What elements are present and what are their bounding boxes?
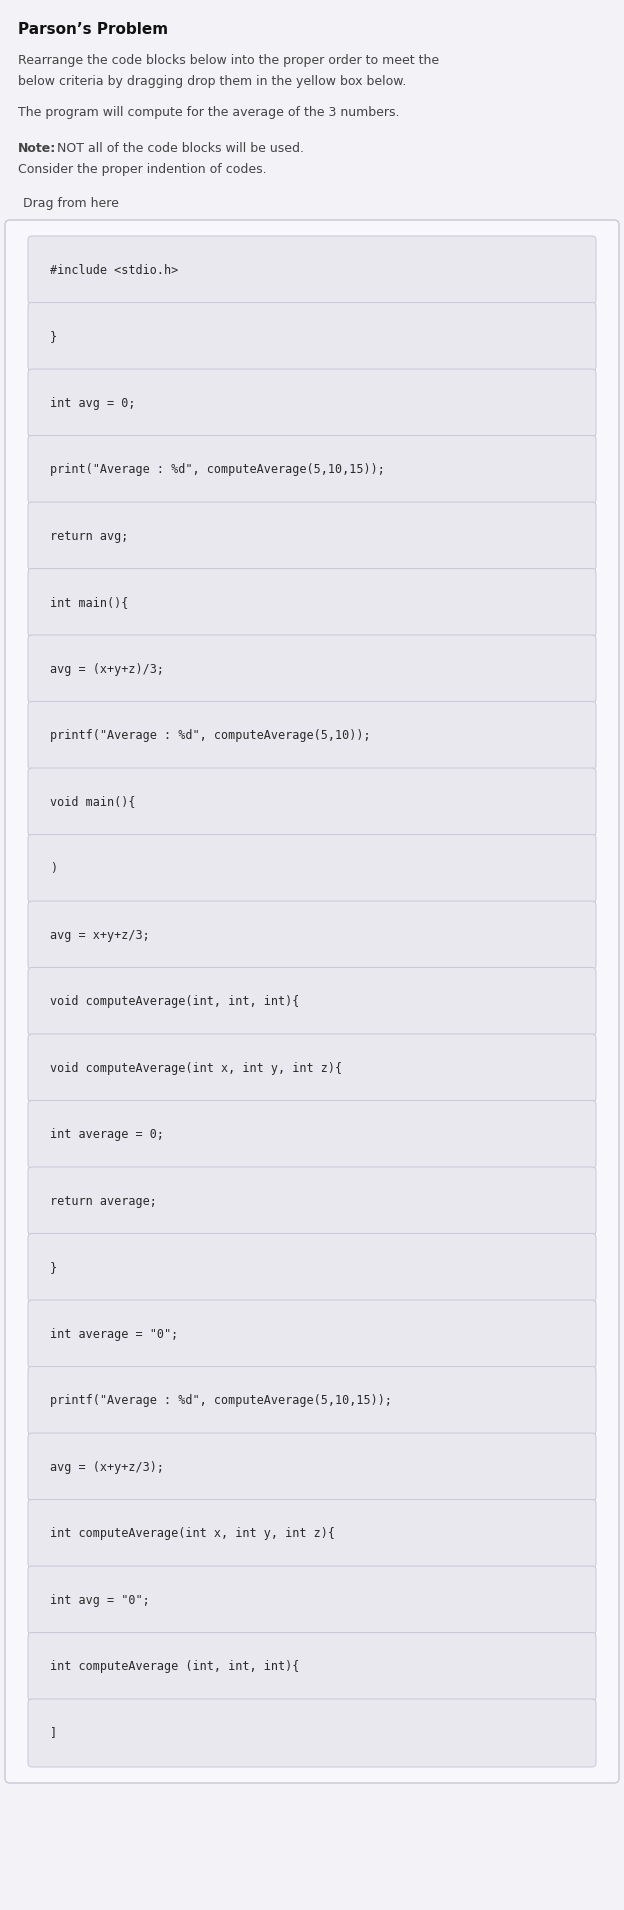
Text: printf("Average : %d", computeAverage(5,10));: printf("Average : %d", computeAverage(5,… — [50, 730, 371, 741]
Text: avg = x+y+z/3;: avg = x+y+z/3; — [50, 928, 150, 942]
Text: int computeAverage (int, int, int){: int computeAverage (int, int, int){ — [50, 1660, 300, 1673]
FancyBboxPatch shape — [28, 302, 596, 371]
Text: int avg = 0;: int avg = 0; — [50, 397, 135, 409]
FancyBboxPatch shape — [28, 1499, 596, 1568]
FancyBboxPatch shape — [28, 1366, 596, 1434]
FancyBboxPatch shape — [28, 768, 596, 837]
Text: int avg = "0";: int avg = "0"; — [50, 1593, 150, 1606]
FancyBboxPatch shape — [28, 968, 596, 1035]
Text: ]: ] — [50, 1727, 57, 1740]
FancyBboxPatch shape — [5, 220, 619, 1784]
Text: void main(){: void main(){ — [50, 795, 135, 808]
FancyBboxPatch shape — [28, 701, 596, 770]
FancyBboxPatch shape — [28, 1100, 596, 1169]
Text: }: } — [50, 330, 57, 344]
Text: int average = 0;: int average = 0; — [50, 1129, 164, 1140]
FancyBboxPatch shape — [28, 502, 596, 569]
FancyBboxPatch shape — [28, 369, 596, 437]
FancyBboxPatch shape — [28, 237, 596, 304]
Text: return avg;: return avg; — [50, 529, 129, 542]
FancyBboxPatch shape — [28, 1633, 596, 1700]
FancyBboxPatch shape — [28, 1033, 596, 1102]
Text: The program will compute for the average of the 3 numbers.: The program will compute for the average… — [18, 105, 399, 118]
Text: avg = (x+y+z)/3;: avg = (x+y+z)/3; — [50, 663, 164, 676]
FancyBboxPatch shape — [28, 1301, 596, 1368]
Text: }: } — [50, 1261, 57, 1274]
FancyBboxPatch shape — [28, 1432, 596, 1501]
Text: printf("Average : %d", computeAverage(5,10,15));: printf("Average : %d", computeAverage(5,… — [50, 1394, 392, 1408]
Text: int computeAverage(int x, int y, int z){: int computeAverage(int x, int y, int z){ — [50, 1526, 335, 1539]
FancyBboxPatch shape — [28, 569, 596, 636]
Text: return average;: return average; — [50, 1194, 157, 1207]
Text: Rearrange the code blocks below into the proper order to meet the: Rearrange the code blocks below into the… — [18, 53, 439, 67]
Text: NOT all of the code blocks will be used.: NOT all of the code blocks will be used. — [53, 141, 304, 155]
Text: avg = (x+y+z/3);: avg = (x+y+z/3); — [50, 1461, 164, 1473]
Text: ): ) — [50, 861, 57, 875]
Text: int main(){: int main(){ — [50, 596, 129, 609]
Text: Consider the proper indention of codes.: Consider the proper indention of codes. — [18, 162, 266, 176]
FancyBboxPatch shape — [28, 1700, 596, 1767]
FancyBboxPatch shape — [28, 1167, 596, 1236]
FancyBboxPatch shape — [28, 634, 596, 703]
Text: void computeAverage(int x, int y, int z){: void computeAverage(int x, int y, int z)… — [50, 1062, 342, 1075]
Text: #include <stdio.h>: #include <stdio.h> — [50, 264, 178, 277]
Text: Note:: Note: — [18, 141, 56, 155]
FancyBboxPatch shape — [28, 835, 596, 903]
FancyBboxPatch shape — [28, 435, 596, 504]
FancyBboxPatch shape — [28, 902, 596, 968]
Text: int average = "0";: int average = "0"; — [50, 1327, 178, 1341]
Text: void computeAverage(int, int, int){: void computeAverage(int, int, int){ — [50, 995, 300, 1008]
Text: Drag from here: Drag from here — [23, 197, 119, 210]
Text: print("Average : %d", computeAverage(5,10,15));: print("Average : %d", computeAverage(5,1… — [50, 462, 385, 476]
Text: Parson’s Problem: Parson’s Problem — [18, 23, 168, 36]
FancyBboxPatch shape — [28, 1234, 596, 1301]
FancyBboxPatch shape — [28, 1566, 596, 1633]
Text: below criteria by dragging drop them in the yellow box below.: below criteria by dragging drop them in … — [18, 74, 406, 88]
